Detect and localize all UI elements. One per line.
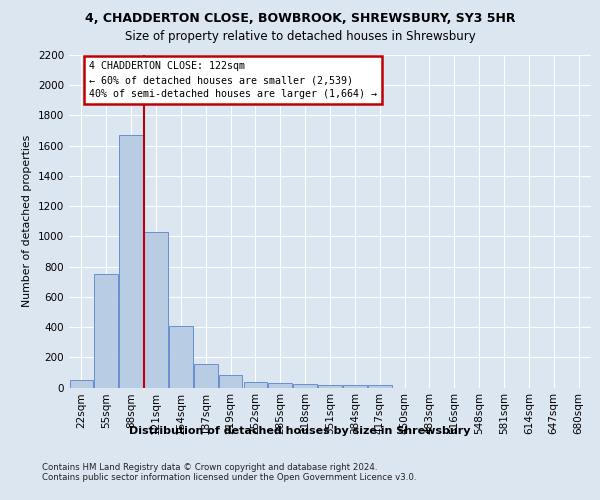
Y-axis label: Number of detached properties: Number of detached properties: [22, 135, 32, 308]
Text: 4 CHADDERTON CLOSE: 122sqm
← 60% of detached houses are smaller (2,539)
40% of s: 4 CHADDERTON CLOSE: 122sqm ← 60% of deta…: [89, 61, 377, 99]
Bar: [318, 385, 342, 388]
Text: Size of property relative to detached houses in Shrewsbury: Size of property relative to detached ho…: [125, 30, 475, 43]
Bar: [144, 232, 168, 388]
Bar: [94, 274, 118, 388]
Bar: [244, 382, 267, 388]
Bar: [343, 385, 367, 388]
Bar: [70, 380, 93, 388]
Text: Contains HM Land Registry data © Crown copyright and database right 2024.
Contai: Contains HM Land Registry data © Crown c…: [42, 462, 416, 482]
Bar: [293, 384, 317, 388]
Bar: [169, 326, 193, 388]
Bar: [268, 382, 292, 388]
Bar: [194, 364, 218, 388]
Text: 4, CHADDERTON CLOSE, BOWBROOK, SHREWSBURY, SY3 5HR: 4, CHADDERTON CLOSE, BOWBROOK, SHREWSBUR…: [85, 12, 515, 26]
Bar: [119, 135, 143, 388]
Text: Distribution of detached houses by size in Shrewsbury: Distribution of detached houses by size …: [129, 426, 471, 436]
Bar: [219, 376, 242, 388]
Bar: [368, 385, 392, 388]
